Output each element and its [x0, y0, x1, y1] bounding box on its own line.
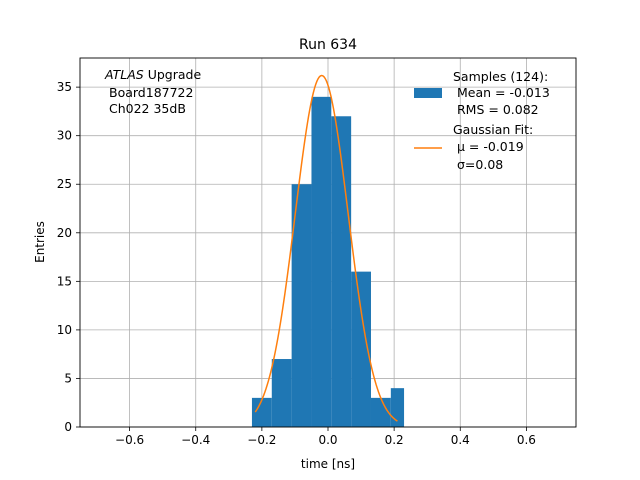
x-tick-label: −0.4 [181, 433, 210, 447]
legend-samples-swatch [414, 88, 442, 98]
y-tick-label: 25 [57, 177, 72, 191]
legend-samples-rms: RMS = 0.082 [457, 102, 539, 117]
x-axis-label: time [ns] [301, 457, 355, 471]
x-axis-ticks: −0.6 −0.4 −0.2 0.0 0.2 0.4 0.6 [115, 427, 536, 447]
annotation-board: Board187722 [109, 85, 193, 100]
x-tick-label: 0.4 [451, 433, 470, 447]
x-tick-label: 0.2 [385, 433, 404, 447]
legend-samples-title: Samples (124): [453, 69, 548, 84]
annotation-atlas: ATLAS [104, 67, 144, 82]
x-tick-label: 0.0 [318, 433, 337, 447]
y-tick-label: 10 [57, 323, 72, 337]
histogram-bar [251, 397, 272, 427]
legend-fit-mu: μ = -0.019 [457, 139, 524, 154]
histogram-bar [370, 397, 391, 427]
annotation-upgrade: Upgrade [144, 67, 202, 82]
annotation-channel: Ch022 35dB [109, 101, 186, 116]
x-tick-label: −0.2 [247, 433, 276, 447]
x-tick-label: −0.6 [115, 433, 144, 447]
y-tick-label: 35 [57, 80, 72, 94]
y-tick-label: 30 [57, 129, 72, 143]
gaussian-fit-line [254, 74, 398, 422]
histogram-bar [291, 184, 312, 427]
y-axis-ticks: 0 5 10 15 20 25 30 35 [57, 80, 80, 434]
histogram-bar [351, 271, 371, 427]
y-tick-label: 15 [57, 274, 72, 288]
legend-samples-mean: Mean = -0.013 [457, 85, 550, 100]
y-tick-label: 5 [64, 371, 72, 385]
x-tick-label: 0.6 [517, 433, 536, 447]
y-tick-label: 20 [57, 226, 72, 240]
histogram-bars [251, 96, 405, 428]
histogram-bar [390, 388, 405, 427]
y-axis-label: Entries [33, 221, 47, 263]
legend-fit-title: Gaussian Fit: [453, 122, 533, 137]
svg-text:ATLAS Upgrade: ATLAS Upgrade [104, 67, 201, 82]
legend-fit-sigma: σ=0.08 [457, 157, 503, 172]
y-tick-label: 0 [64, 420, 72, 434]
chart-title: Run 634 [299, 37, 357, 53]
histogram-bar [271, 359, 292, 427]
histogram-bar [311, 96, 332, 427]
experiment-annotation: ATLAS Upgrade Board187722 Ch022 35dB [104, 67, 201, 116]
legend: Samples (124): Mean = -0.013 RMS = 0.082… [414, 69, 550, 172]
